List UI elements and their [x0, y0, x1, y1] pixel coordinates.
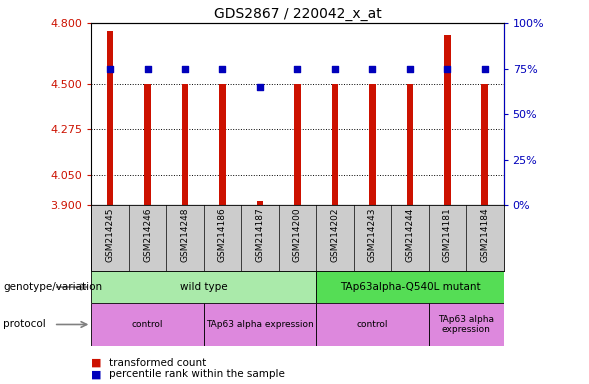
Text: ■: ■	[91, 358, 102, 368]
Point	[293, 66, 302, 72]
Text: GSM214244: GSM214244	[405, 207, 415, 262]
Title: GDS2867 / 220042_x_at: GDS2867 / 220042_x_at	[214, 7, 381, 21]
Text: TAp63 alpha
expression: TAp63 alpha expression	[438, 315, 494, 334]
Text: GSM214246: GSM214246	[143, 207, 152, 262]
Text: GSM214248: GSM214248	[180, 207, 190, 262]
Bar	[294, 84, 301, 205]
Point	[405, 66, 415, 72]
Bar	[144, 84, 151, 205]
Bar	[316, 271, 504, 303]
Bar	[204, 303, 316, 346]
Text: TAp63 alpha expression: TAp63 alpha expression	[206, 320, 314, 329]
Text: control: control	[357, 320, 388, 329]
Text: ■: ■	[91, 369, 102, 379]
Text: wild type: wild type	[180, 282, 227, 292]
Point	[105, 66, 115, 72]
Text: GSM214202: GSM214202	[330, 207, 339, 262]
Point	[255, 84, 264, 90]
Bar	[107, 31, 114, 205]
Bar	[91, 303, 204, 346]
Point	[368, 66, 377, 72]
Bar	[219, 84, 226, 205]
Text: protocol: protocol	[3, 319, 46, 329]
Text: GSM214243: GSM214243	[368, 207, 377, 262]
Bar	[481, 84, 488, 205]
Text: GSM214186: GSM214186	[218, 207, 227, 262]
Bar	[332, 84, 338, 205]
Bar	[429, 303, 504, 346]
Bar	[316, 303, 429, 346]
Text: GSM214181: GSM214181	[443, 207, 452, 262]
Point	[330, 66, 340, 72]
Text: GSM214245: GSM214245	[105, 207, 114, 262]
Bar	[406, 84, 413, 205]
Point	[480, 66, 489, 72]
Text: GSM214200: GSM214200	[293, 207, 302, 262]
Text: GSM214187: GSM214187	[256, 207, 264, 262]
Point	[180, 66, 190, 72]
Text: percentile rank within the sample: percentile rank within the sample	[109, 369, 285, 379]
Text: transformed count: transformed count	[109, 358, 206, 368]
Point	[443, 66, 452, 72]
Text: genotype/variation: genotype/variation	[3, 282, 102, 292]
Bar	[257, 201, 263, 205]
Point	[218, 66, 227, 72]
Bar	[369, 84, 376, 205]
Text: TAp63alpha-Q540L mutant: TAp63alpha-Q540L mutant	[340, 282, 480, 292]
Bar	[181, 84, 188, 205]
Bar	[444, 35, 451, 205]
Text: GSM214184: GSM214184	[481, 207, 489, 262]
Point	[143, 66, 152, 72]
Text: control: control	[132, 320, 163, 329]
Bar	[91, 271, 316, 303]
